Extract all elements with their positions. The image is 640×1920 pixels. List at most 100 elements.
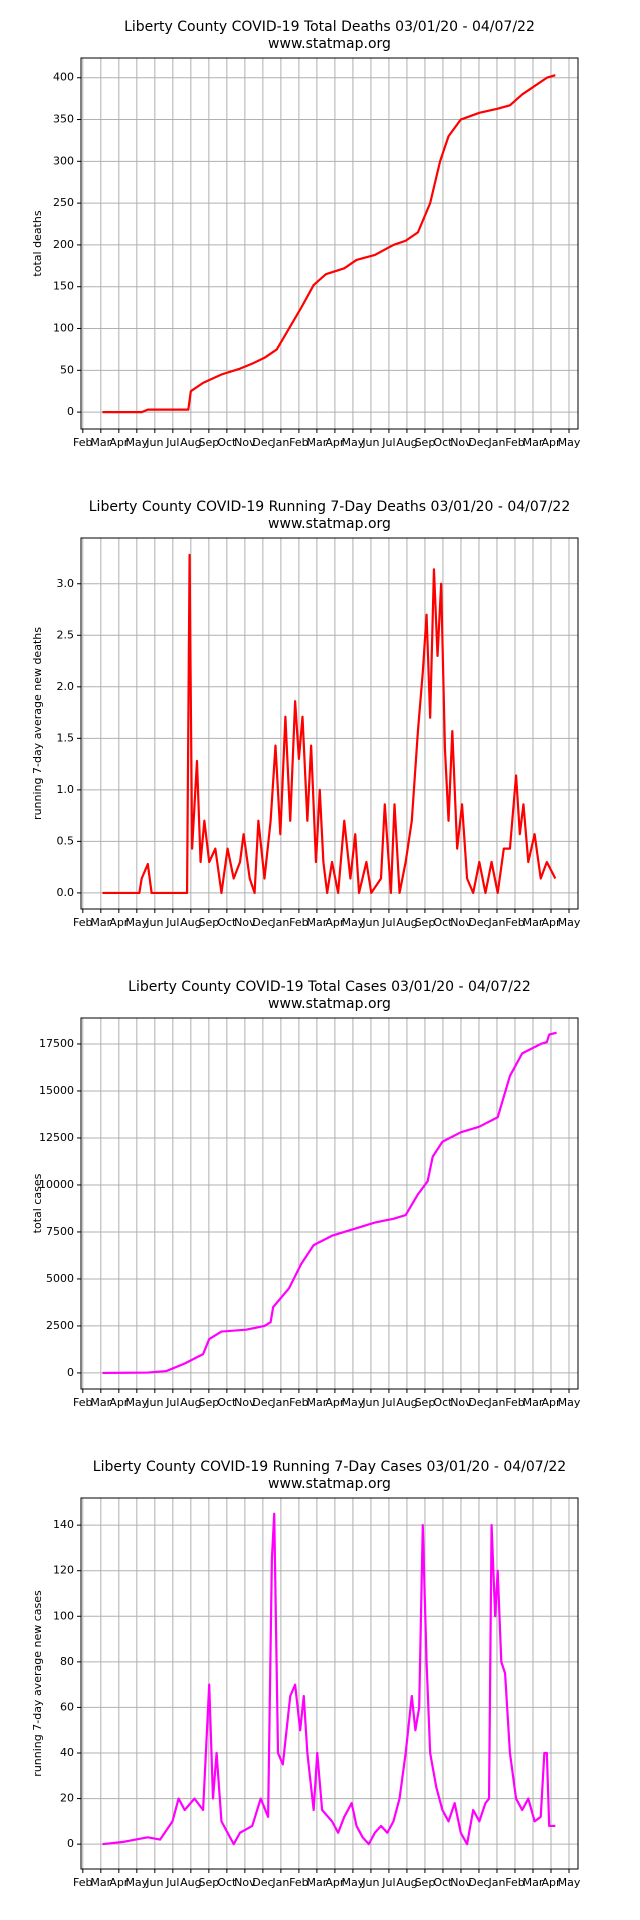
- x-tick-label: Jun: [145, 1396, 163, 1409]
- x-tick-label: Jun: [361, 916, 379, 929]
- x-tick-label: Aug: [180, 916, 201, 929]
- x-tick-label: Nov: [450, 1876, 472, 1889]
- x-tick-label: Nov: [450, 436, 472, 449]
- x-tick-label: Mar: [90, 916, 111, 929]
- y-tick-label: 150: [53, 280, 74, 293]
- x-tick-label: Feb: [505, 436, 524, 449]
- chart-title: Liberty County COVID-19 Running 7-Day Ca…: [93, 1459, 566, 1475]
- x-tick-label: Nov: [450, 1396, 472, 1409]
- x-tick-label: Apr: [541, 916, 561, 929]
- x-tick-label: May: [558, 1396, 581, 1409]
- x-tick-label: Mar: [523, 436, 544, 449]
- y-tick-label: 40: [60, 1746, 74, 1759]
- x-tick-label: Nov: [450, 916, 472, 929]
- x-tick-label: May: [125, 436, 148, 449]
- x-tick-label: Apr: [541, 1876, 561, 1889]
- y-tick-label: 400: [53, 71, 74, 84]
- chart-subtitle: www.statmap.org: [268, 996, 391, 1012]
- chart-panel: Liberty County COVID-19 Running 7-Day Ca…: [31, 1459, 581, 1889]
- x-tick-label: May: [558, 916, 581, 929]
- y-tick-label: 140: [53, 1518, 74, 1531]
- x-tick-label: Oct: [433, 1396, 453, 1409]
- y-tick-label: 100: [53, 1609, 74, 1622]
- x-tick-label: Dec: [252, 436, 273, 449]
- y-tick-label: 1.5: [57, 731, 75, 744]
- plot-frame: [80, 537, 579, 910]
- chart-subtitle: www.statmap.org: [268, 36, 391, 52]
- x-tick-label: Feb: [73, 1396, 92, 1409]
- y-tick-label: 200: [53, 238, 74, 251]
- y-tick-label: 0.5: [57, 834, 75, 847]
- x-tick-label: Aug: [180, 436, 201, 449]
- x-tick-label: Jul: [165, 436, 179, 449]
- chart-title: Liberty County COVID-19 Total Cases 03/0…: [128, 979, 531, 995]
- x-tick-label: Dec: [468, 436, 489, 449]
- plot-frame: [80, 1497, 579, 1870]
- x-tick-label: Feb: [73, 436, 92, 449]
- x-tick-label: Jun: [145, 1876, 163, 1889]
- x-tick-label: Apr: [109, 1876, 129, 1889]
- y-tick-label: 17500: [39, 1037, 74, 1050]
- x-tick-label: Jun: [145, 436, 163, 449]
- y-tick-label: 1.0: [57, 783, 75, 796]
- x-tick-label: Jun: [361, 1396, 379, 1409]
- x-tick-label: Apr: [109, 436, 129, 449]
- chart-subtitle: www.statmap.org: [268, 516, 391, 532]
- x-tick-label: Sep: [198, 1396, 219, 1409]
- y-tick-label: 100: [53, 322, 74, 335]
- chart-title: Liberty County COVID-19 Total Deaths 03/…: [124, 19, 535, 35]
- x-tick-label: Jul: [381, 916, 395, 929]
- y-tick-label: 300: [53, 154, 74, 167]
- x-tick-label: Sep: [415, 436, 436, 449]
- x-tick-label: Nov: [234, 916, 256, 929]
- y-tick-label: 0: [67, 1366, 74, 1379]
- x-tick-label: May: [342, 1876, 365, 1889]
- x-tick-label: Oct: [433, 436, 453, 449]
- x-tick-label: Oct: [433, 916, 453, 929]
- y-axis-label: total deaths: [31, 210, 44, 276]
- y-tick-label: 0: [67, 1837, 74, 1850]
- x-tick-label: Mar: [307, 1876, 328, 1889]
- chart-panel: Liberty County COVID-19 Total Deaths 03/…: [31, 19, 581, 449]
- x-tick-label: Mar: [307, 916, 328, 929]
- x-tick-label: Feb: [289, 1396, 308, 1409]
- x-tick-label: Apr: [325, 916, 345, 929]
- x-tick-label: Oct: [433, 1876, 453, 1889]
- x-tick-label: Jul: [381, 1876, 395, 1889]
- y-tick-label: 10000: [39, 1178, 74, 1191]
- y-axis-label: total cases: [31, 1173, 44, 1233]
- x-tick-label: Jul: [165, 916, 179, 929]
- y-tick-label: 5000: [46, 1272, 74, 1285]
- x-tick-label: Feb: [505, 1396, 524, 1409]
- chart-panel: Liberty County COVID-19 Running 7-Day De…: [31, 499, 581, 929]
- x-tick-label: Oct: [217, 1876, 237, 1889]
- y-tick-label: 15000: [39, 1084, 74, 1097]
- x-tick-label: May: [342, 436, 365, 449]
- x-tick-label: Oct: [217, 436, 237, 449]
- x-tick-label: May: [558, 436, 581, 449]
- x-tick-label: Mar: [307, 436, 328, 449]
- x-tick-label: May: [558, 1876, 581, 1889]
- x-tick-label: Apr: [541, 436, 561, 449]
- x-tick-label: Jan: [487, 1876, 505, 1889]
- x-tick-label: May: [342, 1396, 365, 1409]
- x-tick-label: Oct: [217, 1396, 237, 1409]
- x-tick-label: Aug: [396, 1396, 417, 1409]
- x-tick-label: Feb: [73, 916, 92, 929]
- x-tick-label: Mar: [90, 436, 111, 449]
- x-tick-label: Sep: [198, 916, 219, 929]
- x-tick-label: Apr: [325, 1876, 345, 1889]
- x-tick-label: Dec: [468, 1876, 489, 1889]
- x-tick-label: May: [125, 1396, 148, 1409]
- x-tick-label: Mar: [523, 916, 544, 929]
- x-tick-label: Feb: [289, 916, 308, 929]
- x-tick-label: Dec: [252, 1396, 273, 1409]
- plot-frame: [80, 1017, 579, 1390]
- x-tick-label: Aug: [396, 916, 417, 929]
- y-tick-label: 50: [60, 363, 74, 376]
- x-tick-label: Jan: [487, 1396, 505, 1409]
- x-tick-label: Dec: [252, 916, 273, 929]
- y-axis-label: running 7-day average new cases: [31, 1590, 44, 1777]
- y-axis-label: running 7-day average new deaths: [31, 627, 44, 820]
